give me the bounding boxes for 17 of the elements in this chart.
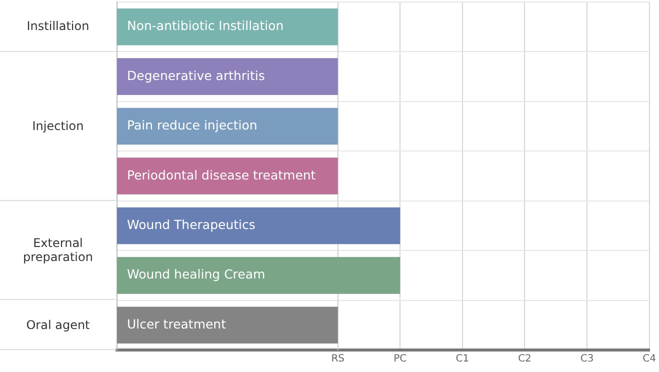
text: PC <box>394 354 407 365</box>
text: RS <box>331 354 345 365</box>
text: C4 <box>642 354 656 365</box>
text: C3 <box>580 354 594 365</box>
y-tick-label: Wound healing Cream <box>127 266 266 282</box>
y-tick-label: Pain reduce injection <box>127 118 258 133</box>
y-tick-label: Degenerative arthritis <box>127 68 265 83</box>
y-tick-label: Ulcer treatment <box>127 316 226 332</box>
text: C1 <box>456 354 470 365</box>
text: External preparation <box>0 200 116 300</box>
y-tick-label: Wound Therapeutics <box>127 216 256 232</box>
text: Injection <box>0 52 116 201</box>
y-tick-label: Non-antibiotic Instillation <box>127 18 284 34</box>
text: Instillation <box>0 2 116 52</box>
text: C2 <box>518 354 532 365</box>
y-tick-label: Periodontal disease treatment <box>127 167 316 182</box>
text: Oral agent <box>0 300 116 350</box>
